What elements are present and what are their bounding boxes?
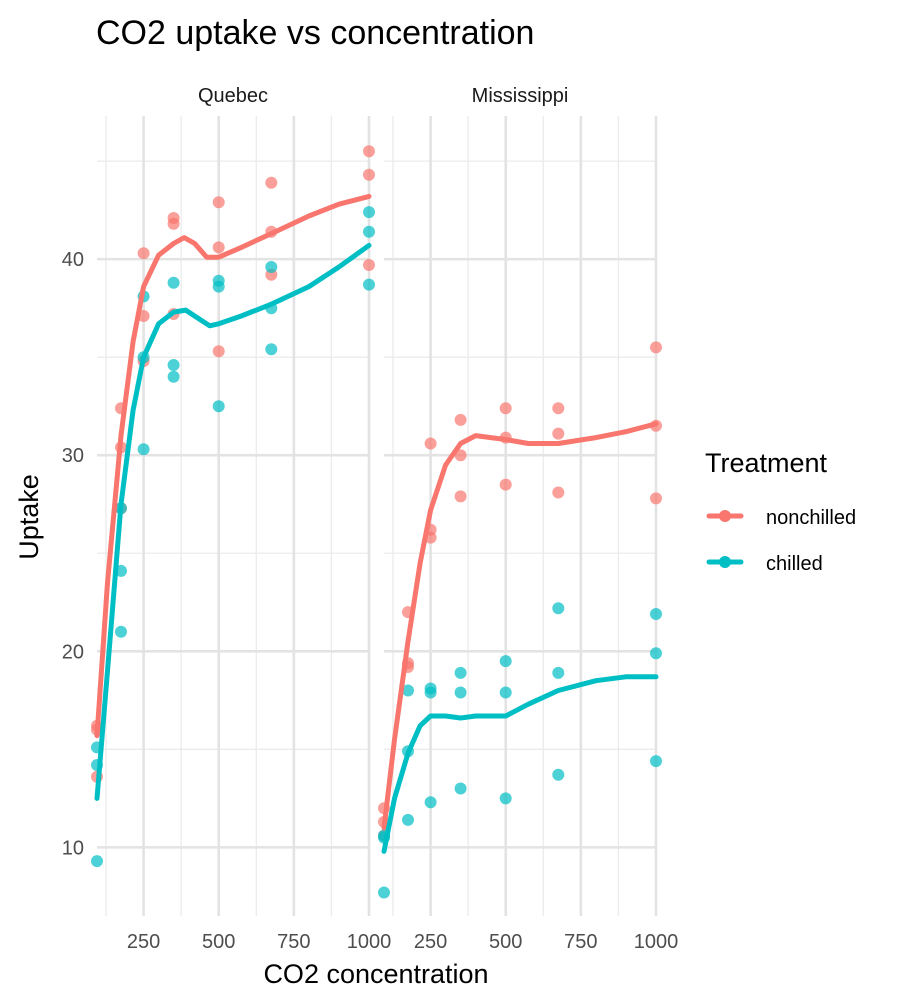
data-point — [424, 796, 437, 809]
data-point — [363, 145, 375, 158]
data-point — [552, 768, 565, 781]
data-point — [499, 478, 512, 491]
data-point — [212, 196, 225, 209]
y-axis-ticks: 10 20 30 40 — [62, 249, 84, 859]
x-tick-label: 1000 — [634, 931, 679, 953]
panel-quebec: Quebec 250 500 750 1000 — [91, 85, 391, 953]
panel-mississippi: Mississippi 250 500 750 1000 — [378, 85, 678, 953]
legend-label: chilled — [766, 553, 823, 575]
y-tick-label: 40 — [62, 249, 84, 271]
y-tick-label: 30 — [62, 445, 84, 467]
legend-key-point — [719, 556, 731, 568]
data-point — [552, 486, 565, 499]
data-point — [499, 655, 512, 668]
data-point — [552, 402, 565, 415]
data-point — [363, 206, 375, 219]
y-tick-label: 20 — [62, 641, 84, 663]
x-axis-title: CO2 concentration — [263, 959, 488, 989]
data-point — [552, 427, 565, 440]
x-tick-label: 750 — [277, 931, 310, 953]
data-point — [212, 241, 225, 254]
smooth-line-nonchilled — [381, 421, 659, 831]
data-point — [363, 168, 375, 181]
smooth-line-chilled — [94, 242, 372, 801]
data-point — [167, 370, 180, 383]
data-point — [454, 449, 467, 462]
x-tick-label: 500 — [202, 931, 235, 953]
x-tick-label: 250 — [127, 931, 160, 953]
data-point — [650, 647, 662, 660]
data-point — [363, 259, 375, 271]
legend: Treatment nonchilled chilled — [705, 448, 856, 575]
data-point — [137, 443, 150, 456]
data-point — [650, 492, 662, 505]
data-point — [378, 886, 390, 899]
data-point — [137, 247, 150, 260]
data-point — [265, 176, 278, 189]
y-tick-label: 10 — [62, 837, 84, 859]
data-point — [499, 686, 512, 699]
data-point — [265, 261, 278, 273]
data-point — [454, 686, 467, 699]
legend-title: Treatment — [705, 448, 828, 478]
data-point — [167, 212, 180, 224]
data-point — [167, 276, 180, 289]
data-point — [454, 666, 467, 679]
legend-label: nonchilled — [766, 507, 856, 529]
data-point — [424, 437, 437, 450]
data-point — [650, 755, 662, 768]
chart-title: CO2 uptake vs concentration — [96, 14, 534, 52]
data-point — [363, 225, 375, 238]
data-point — [115, 625, 127, 638]
data-point — [454, 413, 467, 426]
panel-strip-label: Mississippi — [472, 85, 569, 107]
data-point — [454, 782, 467, 795]
data-point — [499, 402, 512, 415]
data-point — [552, 666, 565, 679]
data-point — [265, 343, 278, 356]
legend-key-point — [719, 510, 731, 522]
data-point — [212, 274, 225, 287]
x-tick-label: 250 — [414, 931, 447, 953]
x-tick-label: 500 — [489, 931, 522, 953]
data-point — [212, 400, 225, 413]
legend-item-chilled: chilled — [706, 553, 823, 575]
data-point — [552, 602, 565, 615]
data-point — [363, 278, 375, 291]
panel-strip-label: Quebec — [198, 85, 268, 107]
data-point — [424, 686, 437, 699]
data-point — [454, 490, 467, 503]
data-point — [91, 855, 103, 868]
legend-item-nonchilled: nonchilled — [706, 507, 856, 529]
data-point — [499, 792, 512, 805]
data-point — [402, 684, 414, 697]
data-point — [402, 813, 414, 826]
data-point — [650, 341, 662, 354]
x-tick-label: 1000 — [347, 931, 392, 953]
smooth-line-chilled — [381, 674, 659, 854]
smooth-line-nonchilled — [94, 193, 372, 739]
data-point — [212, 345, 225, 358]
data-point — [650, 608, 662, 620]
y-axis-title: Uptake — [14, 474, 44, 560]
x-tick-label: 750 — [564, 931, 597, 953]
data-point — [167, 359, 180, 371]
